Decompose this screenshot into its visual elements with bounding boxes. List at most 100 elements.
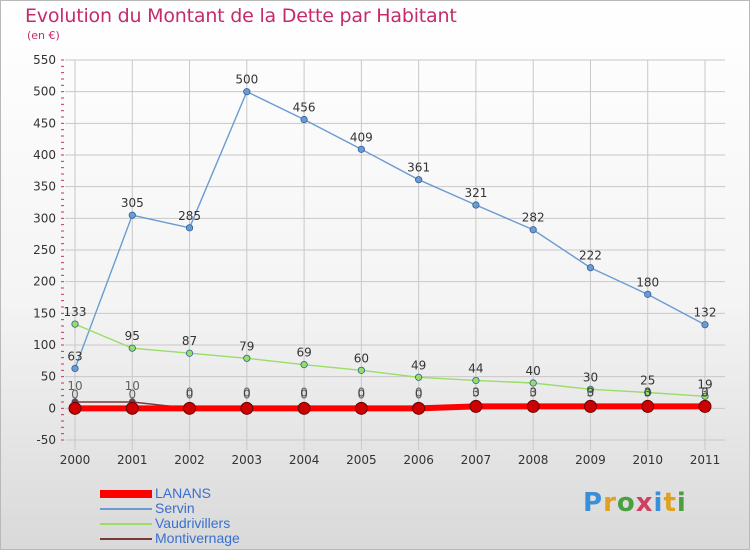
data-label-montivernage: 0: [472, 385, 480, 399]
data-label-montivernage: 0: [300, 385, 308, 399]
data-label-vaudrivillers: 79: [239, 339, 254, 353]
data-label-servin: 500: [235, 73, 258, 87]
data-label-lanans: 3: [644, 385, 652, 399]
data-label-montivernage: 0: [644, 385, 652, 399]
point-servin: [185, 224, 194, 232]
y-tick-label: 250: [33, 243, 56, 257]
chart-subtitle: (en €): [27, 29, 60, 42]
data-label-montivernage: 0: [358, 385, 366, 399]
point-servin: [357, 145, 365, 153]
legend-swatch: [100, 538, 152, 540]
point-servin: [644, 290, 652, 298]
data-label-vaudrivillers: 87: [182, 334, 197, 348]
data-label-vaudrivillers: 69: [296, 346, 311, 360]
point-lanans: [354, 401, 368, 415]
point-servin: [128, 211, 136, 219]
point-servin: [243, 88, 251, 96]
point-vaudrivillers: [300, 361, 308, 369]
data-label-servin: 63: [67, 349, 82, 363]
data-label-vaudrivillers: 19: [697, 377, 712, 391]
data-label-montivernage: 10: [67, 379, 82, 393]
point-vaudrivillers: [472, 376, 480, 385]
data-label-lanans: 0: [300, 387, 308, 401]
legend-swatch: [100, 523, 152, 525]
data-label-vaudrivillers: 44: [468, 361, 483, 375]
x-tick-label: 2010: [632, 453, 663, 467]
y-tick-label: 350: [33, 180, 56, 194]
data-label-montivernage: 0: [243, 385, 251, 399]
series-line-vaudrivillers: [74, 323, 706, 397]
data-label-montivernage: 0: [529, 385, 537, 399]
x-tick-label: 2009: [575, 453, 606, 467]
data-label-vaudrivillers: 95: [125, 329, 140, 343]
x-tick-label: 2011: [690, 453, 721, 467]
point-lanans: [125, 401, 139, 415]
point-servin: [529, 226, 537, 234]
x-tick-label: 2002: [174, 453, 205, 467]
y-tick-label: 100: [33, 338, 56, 352]
point-vaudrivillers: [415, 373, 423, 381]
data-label-servin: 305: [121, 196, 144, 210]
series-line-lanans: [75, 403, 705, 412]
point-lanans: [698, 399, 712, 413]
data-label-servin: 456: [293, 101, 316, 115]
legend-swatch: [100, 490, 152, 498]
data-label-lanans: 0: [358, 387, 366, 401]
data-label-montivernage: 0: [415, 385, 423, 399]
x-tick-label: 2005: [346, 453, 377, 467]
legend-label: Montivernage: [155, 530, 240, 546]
point-lanans: [526, 399, 540, 413]
point-vaudrivillers: [128, 344, 136, 352]
data-label-lanans: 3: [472, 385, 480, 399]
point-servin: [300, 115, 308, 124]
y-tick-label: 150: [33, 306, 56, 320]
point-vaudrivillers: [586, 385, 595, 393]
series-line-servin: [74, 90, 706, 369]
y-tick-label: 0: [48, 401, 56, 415]
y-tick-label: 400: [33, 148, 56, 162]
point-servin: [415, 176, 423, 184]
legend-swatch: [100, 508, 152, 510]
point-vaudrivillers: [243, 354, 251, 362]
data-label-servin: 222: [579, 249, 602, 263]
y-tick-label: 300: [33, 211, 56, 225]
legend-label: LANANS: [155, 485, 212, 501]
x-tick-label: 2001: [117, 453, 148, 467]
legend-label: Vaudrivillers: [155, 515, 231, 531]
point-vaudrivillers: [529, 379, 537, 387]
y-tick-label: -50: [36, 433, 56, 447]
y-tick-label: 550: [33, 53, 56, 67]
point-lanans: [469, 399, 483, 413]
point-lanans: [641, 399, 655, 413]
proxiti-logo: Proxiti: [583, 488, 687, 518]
data-label-vaudrivillers: 49: [411, 358, 426, 372]
point-vaudrivillers: [71, 320, 79, 328]
x-tick-label: 2003: [232, 453, 263, 467]
data-label-lanans: 0: [128, 387, 136, 401]
data-label-montivernage: 10: [125, 379, 140, 393]
data-label-vaudrivillers: 25: [640, 374, 655, 388]
data-label-vaudrivillers: 133: [64, 305, 87, 319]
data-label-vaudrivillers: 60: [354, 351, 369, 365]
point-lanans: [183, 401, 197, 415]
point-vaudrivillers: [357, 366, 365, 374]
legend-label: Servin: [155, 500, 195, 516]
point-lanans: [240, 401, 254, 415]
data-label-lanans: 0: [71, 387, 79, 401]
data-label-vaudrivillers: 40: [526, 364, 541, 378]
point-lanans: [583, 399, 597, 413]
point-vaudrivillers: [185, 349, 194, 357]
y-tick-label: 450: [33, 116, 56, 130]
data-label-servin: 361: [407, 161, 430, 175]
data-label-servin: 285: [178, 209, 201, 223]
point-servin: [71, 364, 79, 373]
x-tick-label: 2006: [403, 453, 434, 467]
data-label-servin: 132: [694, 306, 717, 320]
data-label-montivernage: 0: [587, 385, 595, 399]
point-vaudrivillers: [701, 392, 709, 400]
data-label-lanans: 0: [186, 387, 194, 401]
data-label-montivernage: 0: [701, 385, 709, 399]
point-servin: [472, 201, 480, 209]
x-tick-label: 2007: [461, 453, 492, 467]
y-tick-label: 50: [41, 370, 56, 384]
